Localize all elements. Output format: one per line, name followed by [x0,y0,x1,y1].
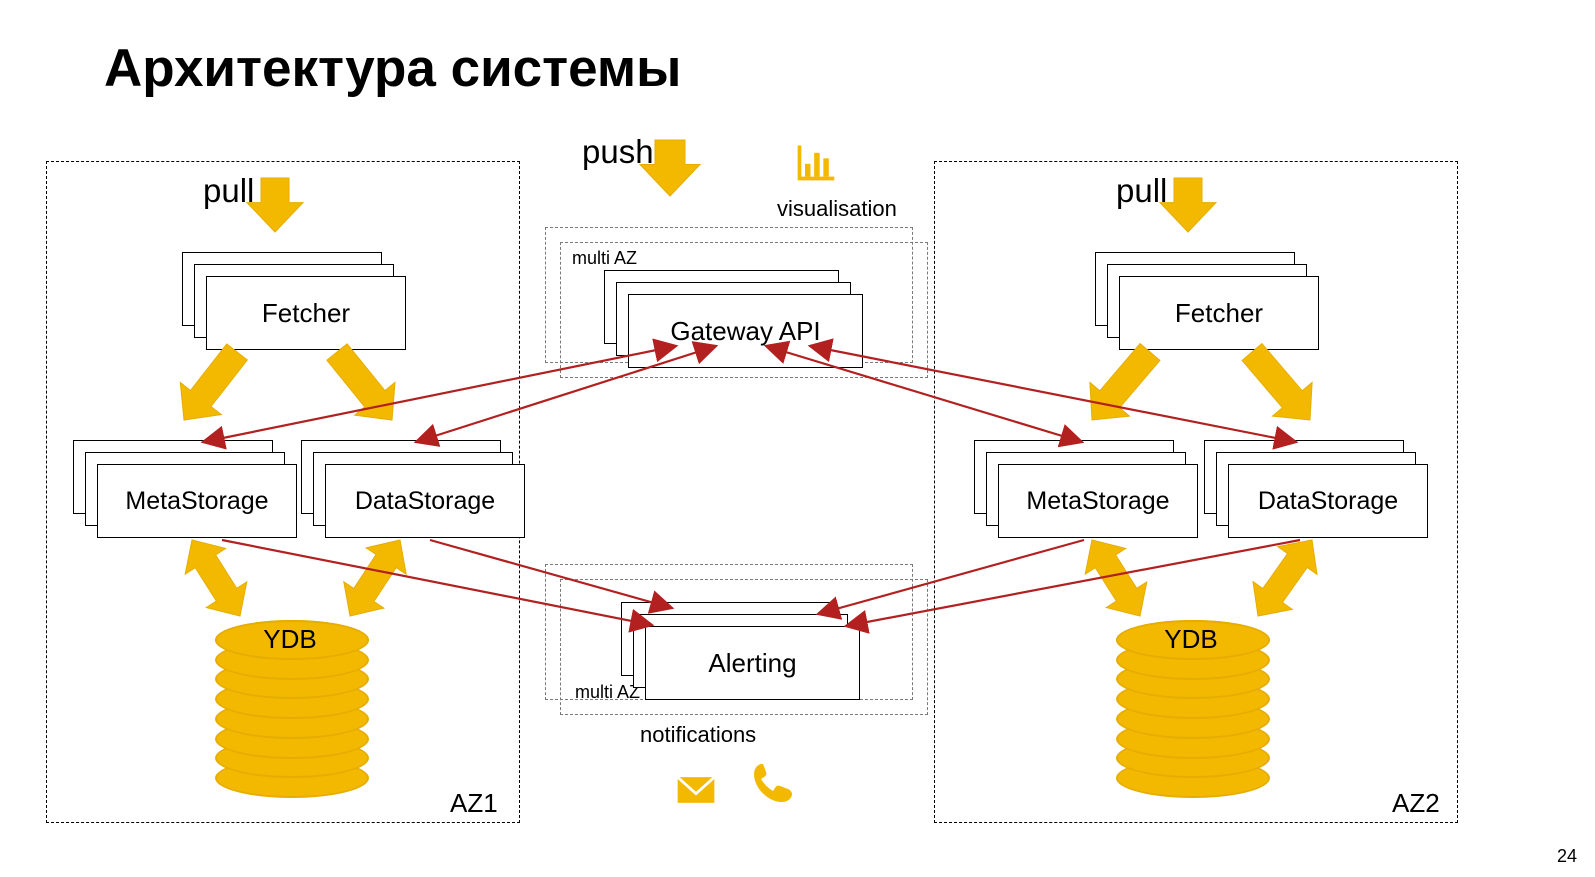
red-edge [430,540,672,608]
yellow-arrow [640,140,700,196]
red-edge [810,346,1296,442]
red-edge [846,540,1300,626]
diagram-canvas: Архитектура системы AZ1 AZ2 multi AZmult… [0,0,1595,877]
red-edge [818,540,1084,614]
edges-layer [0,0,1595,877]
yellow-arrow [185,540,247,616]
red-edge [203,346,676,442]
page-number: 24 [1557,846,1577,867]
yellow-arrow [1242,344,1312,420]
yellow-arrow [1253,540,1317,616]
red-edge [766,346,1082,442]
red-edge [416,346,716,442]
yellow-arrow [247,178,303,232]
yellow-arrow [1160,178,1216,232]
red-edge [222,540,652,625]
yellow-arrow [344,540,406,616]
yellow-arrow [180,344,247,420]
yellow-arrow [327,344,395,420]
